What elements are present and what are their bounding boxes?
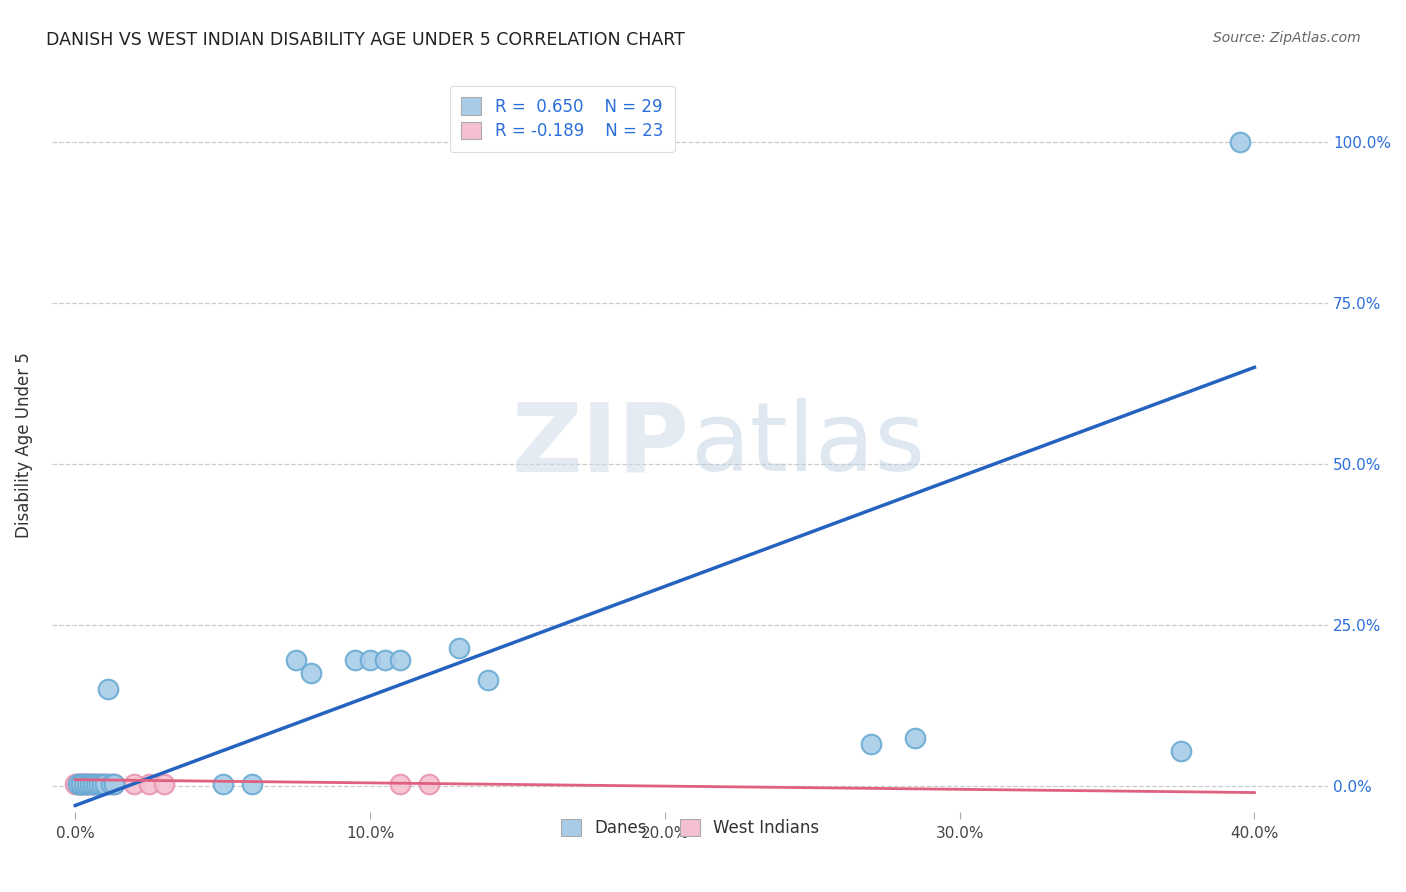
Text: atlas: atlas (690, 398, 925, 491)
Text: ZIP: ZIP (512, 398, 690, 491)
Point (79, 777, 101, 791)
Point (477, 673, 499, 687)
Point (344, 653, 367, 667)
Point (94, 777, 117, 791)
Point (97, 682, 120, 697)
Text: Source: ZipAtlas.com: Source: ZipAtlas.com (1213, 31, 1361, 45)
Point (76, 777, 98, 791)
Point (374, 653, 396, 667)
Point (67, 777, 90, 791)
Point (1170, 744, 1192, 758)
Point (76, 777, 98, 791)
Point (1229, 135, 1251, 149)
Point (76, 777, 98, 791)
Point (84, 777, 107, 791)
Point (79, 777, 101, 791)
Point (70, 777, 93, 791)
Point (211, 777, 233, 791)
Point (152, 777, 174, 791)
Point (100, 777, 122, 791)
Point (70, 777, 93, 791)
Point (82, 777, 104, 791)
Point (904, 731, 927, 745)
Y-axis label: Disability Age Under 5: Disability Age Under 5 (15, 351, 32, 538)
Point (87, 777, 110, 791)
Point (90, 777, 112, 791)
Point (70, 777, 93, 791)
Point (67, 777, 90, 791)
Point (299, 666, 322, 681)
Point (67, 777, 90, 791)
Point (65, 777, 87, 791)
Point (418, 777, 440, 791)
Point (388, 777, 411, 791)
Point (138, 777, 160, 791)
Legend: Danes, West Indians: Danes, West Indians (554, 813, 825, 844)
Point (73, 777, 96, 791)
Text: DANISH VS WEST INDIAN DISABILITY AGE UNDER 5 CORRELATION CHART: DANISH VS WEST INDIAN DISABILITY AGE UND… (46, 31, 685, 49)
Point (73, 777, 96, 791)
Point (285, 653, 308, 667)
Point (103, 777, 125, 791)
Point (124, 777, 146, 791)
Point (860, 737, 883, 751)
Point (90, 777, 112, 791)
Point (87, 777, 110, 791)
Point (97, 777, 120, 791)
Point (82, 777, 104, 791)
Point (240, 777, 263, 791)
Point (82, 777, 104, 791)
Point (359, 653, 381, 667)
Point (73, 777, 96, 791)
Point (447, 640, 470, 655)
Point (388, 653, 411, 667)
Point (94, 777, 117, 791)
Point (84, 777, 107, 791)
Point (70, 777, 93, 791)
Point (103, 777, 125, 791)
